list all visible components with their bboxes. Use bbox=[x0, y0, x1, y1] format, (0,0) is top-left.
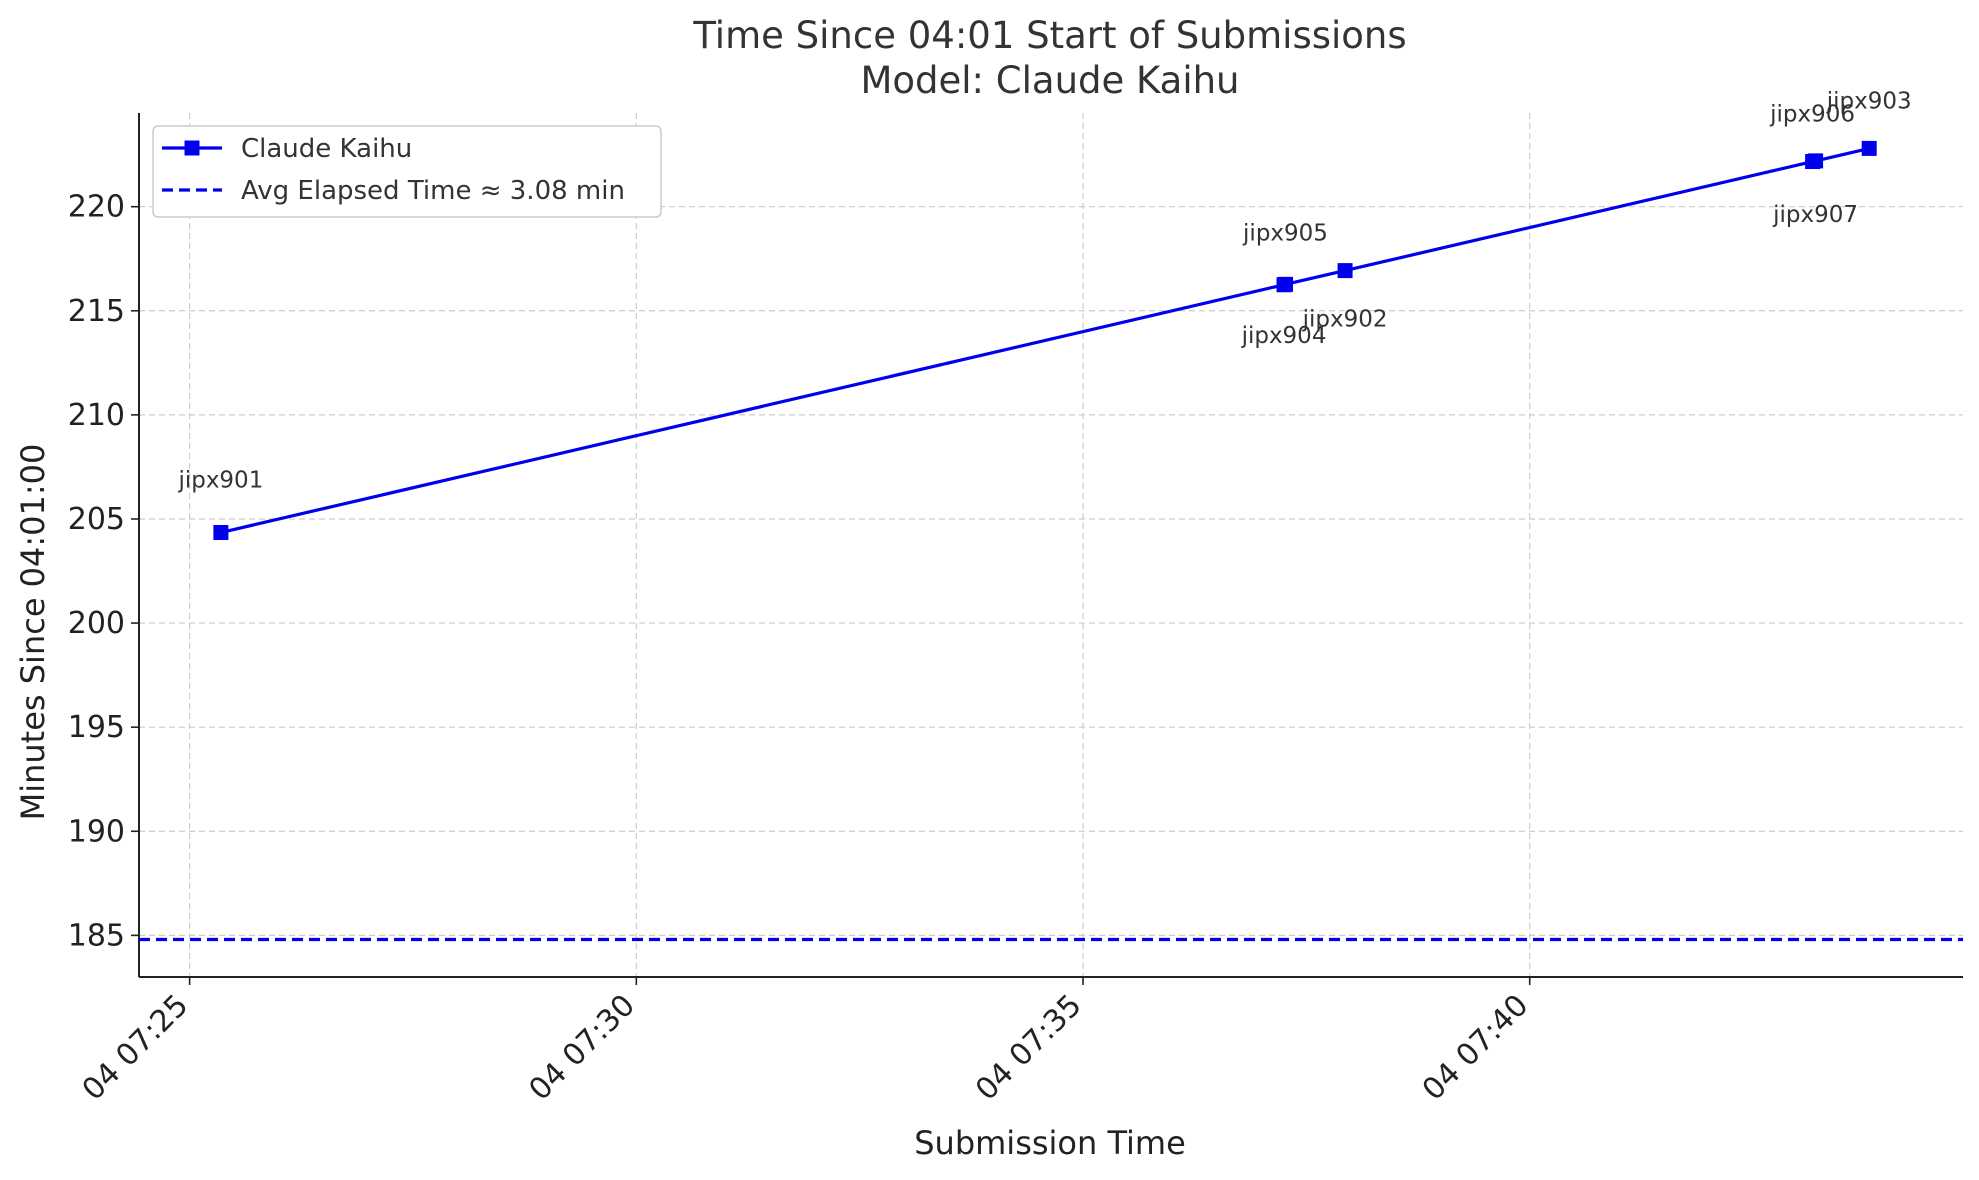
point-label-jipx904: jipx904 bbox=[1241, 323, 1327, 349]
data-point-marker bbox=[1808, 153, 1824, 169]
data-point-marker bbox=[213, 525, 229, 541]
legend-reference-label: Avg Elapsed Time ≈ 3.08 min bbox=[241, 176, 625, 206]
point-label-jipx901: jipx901 bbox=[177, 468, 263, 494]
x-tick-label: 04 07:35 bbox=[969, 988, 1089, 1108]
grid bbox=[139, 113, 1963, 977]
x-tick-label: 04 07:40 bbox=[1416, 988, 1536, 1108]
y-axis-label: Minutes Since 04:01:00 bbox=[14, 444, 52, 821]
annotations: jipx901jipx904jipx905jipx902jipx906jipx9… bbox=[177, 88, 1911, 493]
chart-title: Time Since 04:01 Start of Submissions bbox=[692, 14, 1406, 57]
y-tick-label: 195 bbox=[68, 710, 125, 745]
data-point-marker bbox=[1861, 140, 1877, 156]
data-point-marker bbox=[1278, 276, 1294, 292]
y-tick-label: 220 bbox=[68, 190, 125, 225]
legend-box bbox=[152, 125, 662, 218]
legend-series-marker bbox=[184, 140, 200, 156]
point-label-jipx906: jipx906 bbox=[1769, 102, 1855, 128]
y-tick-label: 215 bbox=[68, 294, 125, 329]
x-tick-label: 04 07:30 bbox=[522, 988, 642, 1108]
point-label-jipx903: jipx903 bbox=[1826, 88, 1912, 114]
series-layer bbox=[213, 140, 1877, 541]
y-tick-label: 210 bbox=[68, 398, 125, 433]
point-label-jipx907: jipx907 bbox=[1772, 202, 1858, 228]
y-tick-label: 200 bbox=[68, 606, 125, 641]
y-tick-label: 190 bbox=[68, 814, 125, 849]
legend-series-label: Claude Kaihu bbox=[241, 134, 412, 164]
y-tick-label: 185 bbox=[68, 918, 125, 953]
axes bbox=[131, 113, 1963, 985]
y-tick-label: 205 bbox=[68, 502, 125, 537]
x-tick-label: 04 07:25 bbox=[76, 988, 196, 1108]
legend: Claude Kaihu Avg Elapsed Time ≈ 3.08 min bbox=[152, 125, 662, 218]
x-axis-label: Submission Time bbox=[914, 1124, 1186, 1162]
point-label-jipx905: jipx905 bbox=[1242, 220, 1328, 246]
point-label-jipx902: jipx902 bbox=[1302, 307, 1388, 333]
chart-subtitle: Model: Claude Kaihu bbox=[860, 59, 1239, 102]
data-point-marker bbox=[1337, 263, 1353, 279]
